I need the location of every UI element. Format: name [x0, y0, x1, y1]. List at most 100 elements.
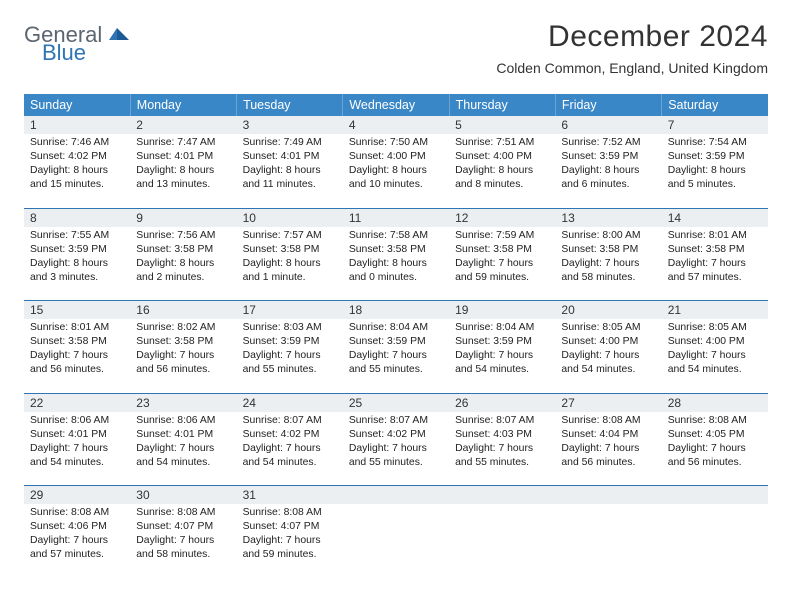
daylight-text: and 58 minutes. — [561, 271, 655, 285]
day-number: 29 — [24, 486, 130, 505]
day-cell: Sunrise: 8:08 AMSunset: 4:06 PMDaylight:… — [24, 504, 130, 576]
day-cell: Sunrise: 7:56 AMSunset: 3:58 PMDaylight:… — [130, 227, 236, 301]
sunrise-text: Sunrise: 7:59 AM — [455, 229, 549, 243]
day-cell: Sunrise: 7:52 AMSunset: 3:59 PMDaylight:… — [555, 134, 661, 208]
sunset-text: Sunset: 3:59 PM — [30, 243, 124, 257]
sunrise-text: Sunrise: 7:55 AM — [30, 229, 124, 243]
sunrise-text: Sunrise: 7:57 AM — [243, 229, 337, 243]
daylight-text: and 1 minute. — [243, 271, 337, 285]
weekday-header: Monday — [130, 94, 236, 116]
day-cell: Sunrise: 7:58 AMSunset: 3:58 PMDaylight:… — [343, 227, 449, 301]
daylight-text: Daylight: 7 hours — [243, 349, 337, 363]
sunset-text: Sunset: 3:59 PM — [561, 150, 655, 164]
day-number: 8 — [24, 208, 130, 227]
daylight-text: and 6 minutes. — [561, 178, 655, 192]
day-cell: Sunrise: 7:47 AMSunset: 4:01 PMDaylight:… — [130, 134, 236, 208]
daylight-text: and 54 minutes. — [136, 456, 230, 470]
day-cell: Sunrise: 8:07 AMSunset: 4:02 PMDaylight:… — [343, 412, 449, 486]
daylight-text: and 54 minutes. — [243, 456, 337, 470]
daylight-text: and 5 minutes. — [668, 178, 762, 192]
day-number: 14 — [662, 208, 768, 227]
sunset-text: Sunset: 4:00 PM — [455, 150, 549, 164]
daylight-text: Daylight: 8 hours — [349, 257, 443, 271]
day-cell: Sunrise: 8:03 AMSunset: 3:59 PMDaylight:… — [237, 319, 343, 393]
daylight-text: Daylight: 7 hours — [136, 349, 230, 363]
day-cell: Sunrise: 7:49 AMSunset: 4:01 PMDaylight:… — [237, 134, 343, 208]
day-number: 20 — [555, 301, 661, 320]
day-cell: Sunrise: 7:57 AMSunset: 3:58 PMDaylight:… — [237, 227, 343, 301]
daylight-text: Daylight: 8 hours — [455, 164, 549, 178]
daylight-text: Daylight: 7 hours — [136, 442, 230, 456]
day-cell: Sunrise: 8:08 AMSunset: 4:07 PMDaylight:… — [130, 504, 236, 576]
sunrise-text: Sunrise: 7:50 AM — [349, 136, 443, 150]
sunrise-text: Sunrise: 8:08 AM — [561, 414, 655, 428]
day-cell — [343, 504, 449, 576]
day-number: 7 — [662, 116, 768, 134]
day-number: 3 — [237, 116, 343, 134]
weekday-header: Saturday — [662, 94, 768, 116]
daylight-text: and 11 minutes. — [243, 178, 337, 192]
day-number: 18 — [343, 301, 449, 320]
daylight-text: and 10 minutes. — [349, 178, 443, 192]
daylight-text: and 57 minutes. — [668, 271, 762, 285]
sunset-text: Sunset: 3:58 PM — [668, 243, 762, 257]
daylight-text: Daylight: 7 hours — [561, 257, 655, 271]
daylight-text: Daylight: 7 hours — [455, 349, 549, 363]
daylight-text: and 55 minutes. — [349, 363, 443, 377]
day-number: 5 — [449, 116, 555, 134]
daylight-text: and 55 minutes. — [455, 456, 549, 470]
day-number: 10 — [237, 208, 343, 227]
daylight-text: Daylight: 8 hours — [136, 257, 230, 271]
day-content-row: Sunrise: 7:55 AMSunset: 3:59 PMDaylight:… — [24, 227, 768, 301]
weekday-header: Sunday — [24, 94, 130, 116]
sunset-text: Sunset: 4:00 PM — [349, 150, 443, 164]
sunrise-text: Sunrise: 7:54 AM — [668, 136, 762, 150]
daylight-text: Daylight: 7 hours — [561, 442, 655, 456]
day-number-row: 15161718192021 — [24, 301, 768, 320]
daylight-text: Daylight: 7 hours — [243, 442, 337, 456]
day-number-row: 293031 — [24, 486, 768, 505]
daylight-text: Daylight: 7 hours — [30, 534, 124, 548]
sunset-text: Sunset: 3:58 PM — [136, 243, 230, 257]
sunset-text: Sunset: 3:58 PM — [30, 335, 124, 349]
sunset-text: Sunset: 4:05 PM — [668, 428, 762, 442]
day-cell: Sunrise: 8:01 AMSunset: 3:58 PMDaylight:… — [662, 227, 768, 301]
day-number — [343, 486, 449, 505]
sunrise-text: Sunrise: 8:08 AM — [243, 506, 337, 520]
daylight-text: Daylight: 8 hours — [30, 257, 124, 271]
daylight-text: and 58 minutes. — [136, 548, 230, 562]
daylight-text: and 56 minutes. — [561, 456, 655, 470]
sunrise-text: Sunrise: 8:05 AM — [668, 321, 762, 335]
day-content-row: Sunrise: 8:06 AMSunset: 4:01 PMDaylight:… — [24, 412, 768, 486]
daylight-text: Daylight: 7 hours — [668, 257, 762, 271]
daylight-text: Daylight: 8 hours — [349, 164, 443, 178]
day-number: 25 — [343, 393, 449, 412]
day-number: 30 — [130, 486, 236, 505]
day-cell: Sunrise: 8:07 AMSunset: 4:02 PMDaylight:… — [237, 412, 343, 486]
daylight-text: and 54 minutes. — [30, 456, 124, 470]
day-cell: Sunrise: 8:08 AMSunset: 4:05 PMDaylight:… — [662, 412, 768, 486]
sunrise-text: Sunrise: 8:04 AM — [349, 321, 443, 335]
sunset-text: Sunset: 3:58 PM — [136, 335, 230, 349]
day-number: 24 — [237, 393, 343, 412]
day-number — [662, 486, 768, 505]
sunrise-text: Sunrise: 8:07 AM — [455, 414, 549, 428]
daylight-text: and 54 minutes. — [561, 363, 655, 377]
day-content-row: Sunrise: 8:01 AMSunset: 3:58 PMDaylight:… — [24, 319, 768, 393]
day-number: 2 — [130, 116, 236, 134]
daylight-text: Daylight: 7 hours — [136, 534, 230, 548]
day-number-row: 891011121314 — [24, 208, 768, 227]
sunrise-text: Sunrise: 8:07 AM — [243, 414, 337, 428]
sunset-text: Sunset: 4:02 PM — [349, 428, 443, 442]
sunrise-text: Sunrise: 8:05 AM — [561, 321, 655, 335]
day-cell: Sunrise: 7:59 AMSunset: 3:58 PMDaylight:… — [449, 227, 555, 301]
day-number: 28 — [662, 393, 768, 412]
sunset-text: Sunset: 4:02 PM — [30, 150, 124, 164]
sunrise-text: Sunrise: 8:03 AM — [243, 321, 337, 335]
day-number: 21 — [662, 301, 768, 320]
daylight-text: and 56 minutes. — [136, 363, 230, 377]
sunrise-text: Sunrise: 8:06 AM — [136, 414, 230, 428]
weekday-header: Wednesday — [343, 94, 449, 116]
sunrise-text: Sunrise: 8:01 AM — [668, 229, 762, 243]
logo: General Blue — [24, 24, 129, 64]
